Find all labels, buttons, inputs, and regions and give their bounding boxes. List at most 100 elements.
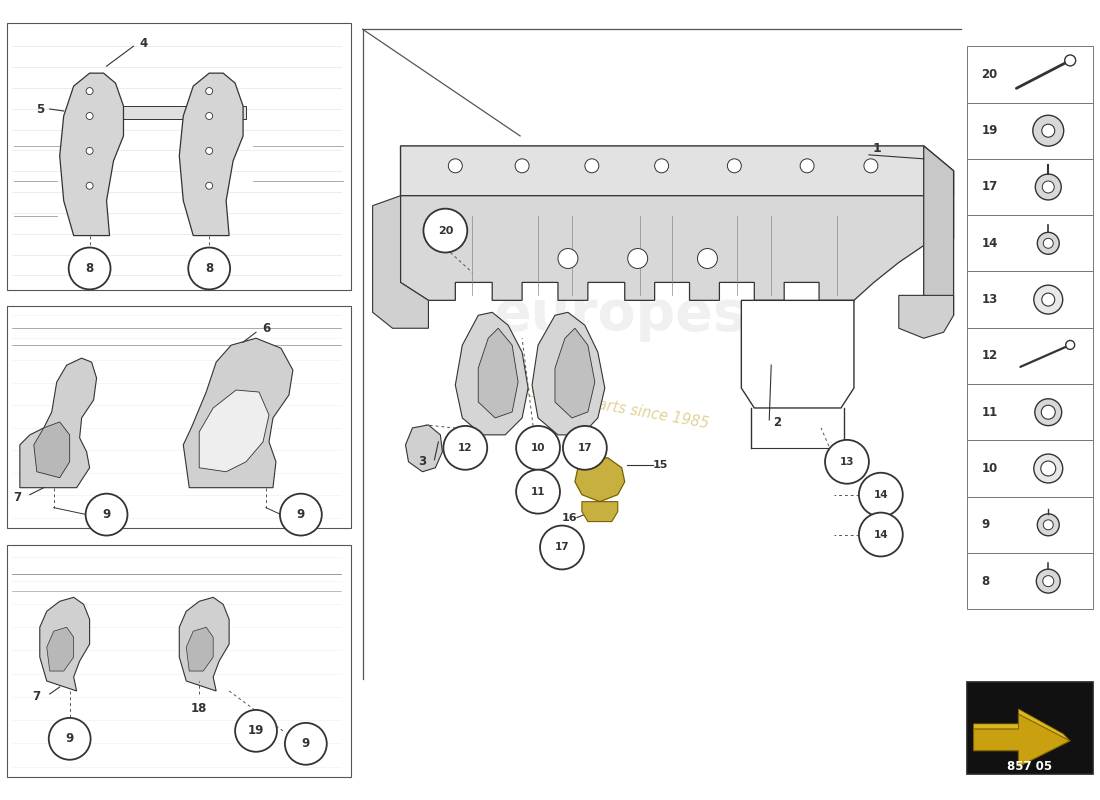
Polygon shape xyxy=(532,312,605,435)
Polygon shape xyxy=(741,300,854,408)
Text: 11: 11 xyxy=(531,486,546,497)
Text: 18: 18 xyxy=(191,702,208,715)
Text: 14: 14 xyxy=(981,237,998,250)
Circle shape xyxy=(1042,124,1055,137)
Circle shape xyxy=(1065,55,1076,66)
Polygon shape xyxy=(199,390,270,472)
Circle shape xyxy=(1036,569,1060,593)
Circle shape xyxy=(235,710,277,752)
FancyBboxPatch shape xyxy=(967,215,1093,271)
Polygon shape xyxy=(575,458,625,502)
FancyBboxPatch shape xyxy=(7,306,351,527)
Polygon shape xyxy=(400,146,954,196)
FancyBboxPatch shape xyxy=(967,553,1093,610)
Polygon shape xyxy=(34,422,69,478)
Text: 12: 12 xyxy=(981,350,998,362)
Polygon shape xyxy=(179,598,229,691)
Circle shape xyxy=(1042,406,1055,419)
Text: 14: 14 xyxy=(873,490,888,500)
Text: 17: 17 xyxy=(578,443,592,453)
Circle shape xyxy=(443,426,487,470)
Text: 8: 8 xyxy=(86,262,94,275)
Text: 857 05: 857 05 xyxy=(1008,760,1053,774)
Circle shape xyxy=(1042,293,1055,306)
Polygon shape xyxy=(184,338,293,488)
Text: 2: 2 xyxy=(773,417,781,430)
Text: 20: 20 xyxy=(981,68,998,81)
Circle shape xyxy=(585,159,598,173)
Text: 8: 8 xyxy=(981,574,990,588)
Polygon shape xyxy=(406,425,442,472)
Text: 20: 20 xyxy=(438,226,453,235)
Circle shape xyxy=(1033,115,1064,146)
Circle shape xyxy=(558,249,578,269)
Text: 16: 16 xyxy=(561,513,576,522)
Circle shape xyxy=(1041,461,1056,476)
FancyBboxPatch shape xyxy=(967,102,1093,159)
Text: 9: 9 xyxy=(102,508,111,521)
FancyBboxPatch shape xyxy=(967,384,1093,440)
Circle shape xyxy=(86,182,94,190)
Circle shape xyxy=(68,247,110,290)
Text: 12: 12 xyxy=(458,443,473,453)
Polygon shape xyxy=(47,627,74,671)
Circle shape xyxy=(1034,285,1063,314)
Circle shape xyxy=(86,113,94,119)
Circle shape xyxy=(864,159,878,173)
Polygon shape xyxy=(186,627,213,671)
Circle shape xyxy=(188,247,230,290)
Circle shape xyxy=(628,249,648,269)
Text: 8: 8 xyxy=(205,262,213,275)
Circle shape xyxy=(1043,520,1053,530)
Text: 17: 17 xyxy=(981,181,998,194)
FancyBboxPatch shape xyxy=(967,271,1093,328)
Polygon shape xyxy=(478,328,518,418)
Polygon shape xyxy=(899,295,954,338)
Polygon shape xyxy=(40,598,89,691)
Text: 4: 4 xyxy=(140,37,147,50)
Text: 9: 9 xyxy=(981,518,990,531)
Polygon shape xyxy=(179,73,243,235)
Text: 10: 10 xyxy=(981,462,998,475)
Text: 5: 5 xyxy=(35,102,44,115)
Circle shape xyxy=(279,494,322,535)
Circle shape xyxy=(86,147,94,154)
Circle shape xyxy=(449,159,462,173)
Circle shape xyxy=(206,182,212,190)
Circle shape xyxy=(800,159,814,173)
Circle shape xyxy=(424,209,468,253)
Polygon shape xyxy=(924,146,954,315)
Text: 14: 14 xyxy=(873,530,888,539)
Circle shape xyxy=(1037,232,1059,254)
Polygon shape xyxy=(974,709,1070,741)
Text: 19: 19 xyxy=(981,124,998,137)
Circle shape xyxy=(859,473,903,517)
Circle shape xyxy=(516,426,560,470)
Circle shape xyxy=(1035,398,1062,426)
Polygon shape xyxy=(556,328,595,418)
Text: 6: 6 xyxy=(262,322,271,334)
Circle shape xyxy=(206,147,212,154)
Text: 15: 15 xyxy=(652,460,668,470)
Circle shape xyxy=(86,494,128,535)
Circle shape xyxy=(1043,238,1053,248)
FancyBboxPatch shape xyxy=(7,546,351,777)
Polygon shape xyxy=(97,106,246,119)
Text: 10: 10 xyxy=(531,443,546,453)
FancyBboxPatch shape xyxy=(967,328,1093,384)
Circle shape xyxy=(206,113,212,119)
Circle shape xyxy=(48,718,90,760)
Text: 19: 19 xyxy=(248,724,264,738)
Polygon shape xyxy=(582,502,618,522)
FancyBboxPatch shape xyxy=(967,682,1093,774)
Circle shape xyxy=(1043,181,1054,193)
Circle shape xyxy=(697,249,717,269)
FancyBboxPatch shape xyxy=(967,497,1093,553)
FancyBboxPatch shape xyxy=(967,440,1093,497)
Circle shape xyxy=(1037,514,1059,536)
Polygon shape xyxy=(455,312,528,435)
FancyBboxPatch shape xyxy=(967,159,1093,215)
Polygon shape xyxy=(20,358,97,488)
Polygon shape xyxy=(59,73,123,235)
Circle shape xyxy=(1035,174,1062,200)
